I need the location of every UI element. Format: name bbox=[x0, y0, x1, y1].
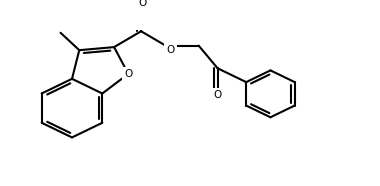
Text: O: O bbox=[138, 0, 146, 8]
Text: O: O bbox=[124, 69, 133, 79]
Text: O: O bbox=[166, 45, 175, 55]
Text: O: O bbox=[214, 90, 222, 100]
